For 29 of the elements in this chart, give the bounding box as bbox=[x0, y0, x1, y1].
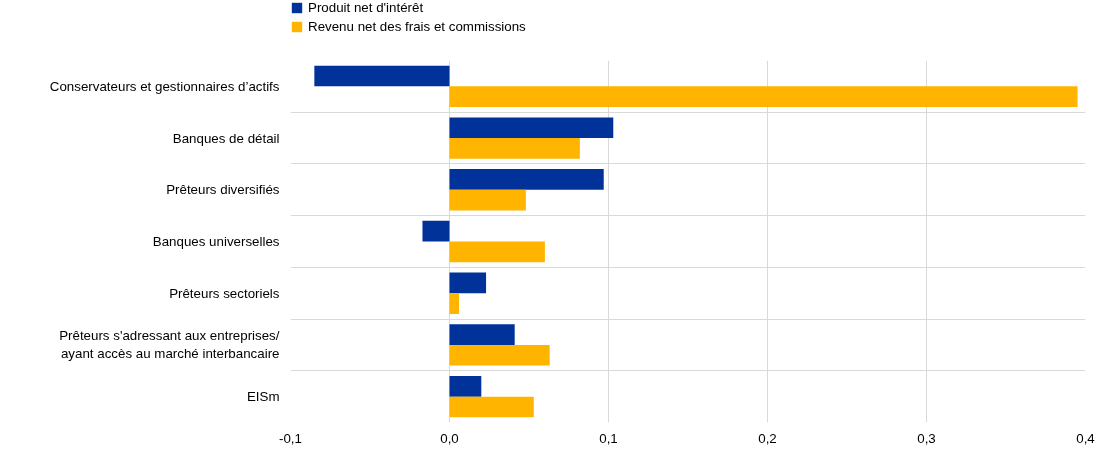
x-tick-label: 0,3 bbox=[917, 430, 936, 446]
y-tick-label: Conservateurs et gestionnaires d’actifs bbox=[49, 78, 280, 94]
bar bbox=[449, 396, 534, 418]
x-tick-label: 0,1 bbox=[599, 430, 618, 446]
y-tick-label: EISm bbox=[246, 389, 280, 405]
y-tick-label: Banques universelles bbox=[152, 234, 280, 249]
bar bbox=[449, 169, 604, 190]
bar bbox=[449, 272, 487, 294]
y-tick-label: Banques de détail bbox=[172, 130, 280, 146]
x-tick-label: 0,4 bbox=[1076, 430, 1096, 446]
y-tick-label: Prêteurs diversifiés bbox=[166, 182, 280, 198]
bar bbox=[449, 117, 614, 139]
bar bbox=[449, 138, 580, 159]
bar bbox=[449, 86, 1078, 108]
y-tick-label: Prêteurs sectoriels bbox=[169, 285, 280, 301]
x-tick-label: 0,0 bbox=[440, 430, 459, 446]
bar bbox=[314, 65, 450, 87]
bar bbox=[449, 324, 515, 345]
bar bbox=[449, 344, 550, 366]
x-tick-label: -0,1 bbox=[279, 430, 302, 446]
bar bbox=[449, 375, 482, 397]
y-tick-label: Prêteurs s'adressant aux entreprises/ ayant accès au marché interbancaire bbox=[59, 328, 280, 362]
x-tick-label: 0,2 bbox=[758, 430, 777, 446]
bar bbox=[449, 293, 460, 314]
bar bbox=[449, 189, 526, 211]
legend-label: Produit net d'intérêt bbox=[308, 0, 424, 15]
legend-label: Revenu net des frais et commissions bbox=[308, 19, 526, 34]
bar bbox=[422, 220, 450, 242]
bar bbox=[449, 241, 545, 263]
